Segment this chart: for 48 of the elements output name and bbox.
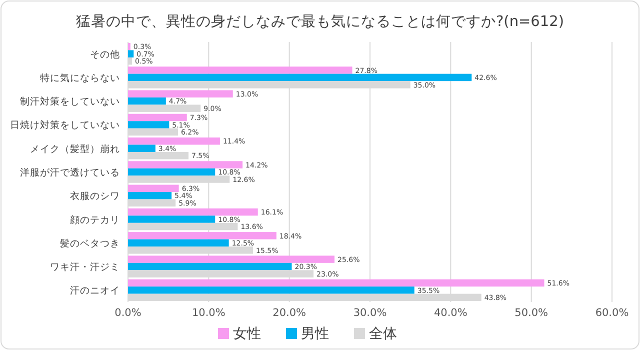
y-tick-label: 衣服のシワ xyxy=(70,190,120,202)
x-tick-label: 50.0% xyxy=(514,307,548,319)
bar xyxy=(128,262,292,270)
x-tick-label: 0.0% xyxy=(114,307,142,319)
x-tick-label: 20.0% xyxy=(272,307,306,319)
bar xyxy=(128,168,216,176)
bar xyxy=(128,114,187,122)
legend-label: 男性 xyxy=(301,326,329,342)
bar xyxy=(128,144,156,152)
bar xyxy=(128,128,178,136)
bar xyxy=(128,184,179,192)
bar xyxy=(128,137,220,145)
bar xyxy=(128,192,172,200)
bar xyxy=(128,152,188,160)
y-tick-label: 特に気にならない xyxy=(40,72,120,84)
x-tick-label: 60.0% xyxy=(595,307,629,319)
bar xyxy=(128,57,132,65)
bar xyxy=(128,121,170,128)
bar xyxy=(128,97,166,105)
y-tick-label: 汗のニオイ xyxy=(70,284,120,297)
bar xyxy=(128,286,414,294)
y-tick-label: ワキ汗・汗ジミ xyxy=(50,261,120,274)
bar xyxy=(128,104,201,112)
bar xyxy=(128,50,134,58)
bar xyxy=(128,74,472,82)
x-tick-label: 10.0% xyxy=(192,307,226,319)
y-tick-label: 顔のテカリ xyxy=(70,214,120,226)
bar xyxy=(128,232,276,240)
bar xyxy=(128,256,335,263)
bar xyxy=(128,199,176,207)
x-tick-label: 40.0% xyxy=(434,307,468,319)
bar xyxy=(128,208,258,216)
y-tick-label: 制汗対策をしていない xyxy=(20,96,120,108)
bar xyxy=(128,90,233,98)
bar xyxy=(128,279,544,287)
y-tick-label: 洋服が汗で透けている xyxy=(20,166,120,178)
y-tick-label: 日焼け対策をしていない xyxy=(10,119,120,132)
bar xyxy=(128,161,243,168)
x-tick-label: 30.0% xyxy=(353,307,387,319)
legend-label: 全体 xyxy=(369,326,397,342)
legend-label: 女性 xyxy=(233,326,261,342)
bar xyxy=(128,239,229,247)
y-tick-label: 髪のベタつき xyxy=(60,237,120,250)
y-tick-label: メイク（髪型）崩れ xyxy=(30,142,120,155)
bar xyxy=(128,216,216,223)
chart-title: 猛暑の中で、異性の身だしなみで最も気になることは何ですか?(n=612) xyxy=(76,13,564,30)
y-tick-label: その他 xyxy=(90,48,120,60)
bar xyxy=(128,66,352,74)
